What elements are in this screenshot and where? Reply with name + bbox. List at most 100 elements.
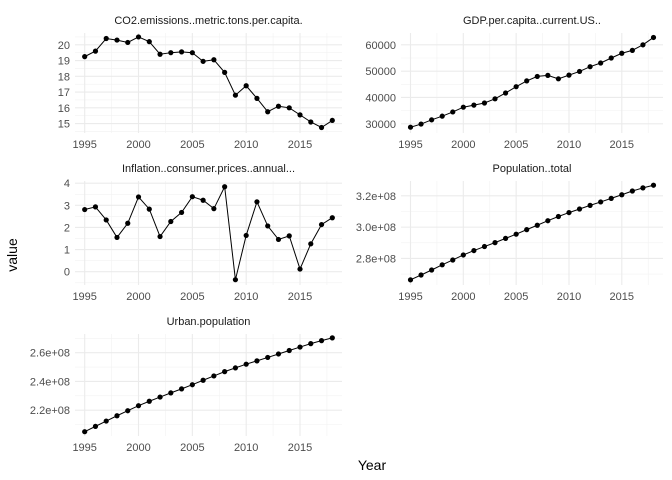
data-point	[178, 209, 185, 216]
data-point	[200, 197, 206, 203]
data-point	[222, 69, 228, 75]
data-point	[308, 241, 314, 247]
data-point	[407, 277, 414, 283]
data-point	[286, 105, 292, 111]
data-point	[211, 206, 217, 212]
data-point	[82, 54, 88, 60]
y-tick-label: 40000	[365, 92, 396, 104]
data-point	[157, 51, 163, 57]
y-tick-label: 2.6e+08	[30, 348, 70, 360]
y-tick-label: 19	[58, 56, 70, 68]
data-point	[513, 84, 519, 90]
data-point	[232, 277, 239, 283]
series-line	[410, 184, 654, 281]
data-point	[598, 199, 604, 205]
data-point	[211, 57, 217, 63]
x-tick-label: 2005	[504, 139, 528, 151]
data-point	[329, 215, 335, 221]
data-point	[254, 358, 260, 364]
data-point	[275, 236, 282, 243]
data-point	[82, 429, 88, 435]
data-point	[297, 344, 303, 350]
data-point	[598, 60, 604, 66]
data-point	[135, 34, 142, 40]
data-point	[265, 354, 271, 361]
panel-title: Inflation..consumer.prices..annual...	[122, 163, 295, 175]
panel-title: GDP.per.capita..current.US..	[463, 15, 601, 27]
x-tick-label: 2010	[557, 291, 581, 303]
data-point	[308, 341, 314, 347]
data-point	[650, 34, 657, 41]
data-point	[629, 188, 635, 194]
data-point	[318, 124, 325, 131]
data-point	[114, 234, 120, 241]
y-tick-label: 3.0e+08	[356, 222, 396, 234]
series-line	[84, 337, 333, 433]
x-axis-title: Year	[358, 457, 387, 473]
x-tick-label: 2015	[610, 139, 634, 151]
panel-title: Urban.population	[167, 316, 251, 328]
panel-4: 1995 2000 2005 2010 2015 2.8e+08 3.0e+08 3.2e+0…	[356, 163, 663, 303]
y-tick-label: 60000	[365, 40, 396, 52]
x-tick-label: 2000	[126, 139, 150, 151]
y-axis-title: value	[4, 238, 20, 272]
data-point	[254, 199, 260, 205]
x-tick-label: 1995	[72, 139, 96, 151]
data-point	[429, 267, 435, 273]
data-point	[502, 90, 509, 96]
data-point	[481, 243, 488, 250]
y-tick-label: 15	[58, 119, 70, 131]
data-point	[232, 92, 239, 98]
data-point	[103, 35, 109, 42]
y-tick-label: 20	[58, 40, 70, 52]
data-point	[178, 386, 185, 392]
data-point	[471, 102, 477, 108]
data-point	[146, 39, 152, 45]
y-tick-label: 30000	[365, 119, 396, 131]
x-tick-label: 2005	[180, 139, 204, 151]
data-point	[640, 185, 646, 191]
data-point	[125, 220, 131, 226]
data-point	[232, 365, 239, 371]
data-point	[439, 113, 445, 119]
y-tick-label: 50000	[365, 66, 396, 78]
data-point	[566, 72, 572, 78]
y-tick-label: 2	[64, 222, 70, 234]
data-point	[329, 335, 335, 341]
data-point	[587, 64, 593, 70]
data-point	[450, 109, 456, 115]
data-point	[418, 121, 424, 127]
data-point	[243, 83, 249, 89]
data-point	[265, 109, 271, 115]
data-point	[125, 39, 131, 46]
data-point	[103, 418, 109, 424]
data-point	[407, 124, 414, 130]
data-point	[275, 103, 282, 109]
x-tick-label: 2015	[288, 442, 312, 454]
data-point	[318, 221, 325, 228]
data-point	[308, 119, 314, 125]
data-point	[114, 413, 120, 419]
data-point	[211, 373, 217, 379]
data-point	[587, 202, 593, 208]
data-point	[189, 194, 195, 200]
data-point	[265, 223, 271, 229]
data-point	[318, 338, 325, 344]
x-tick-label: 2010	[234, 442, 258, 454]
x-tick-label: 2005	[504, 291, 528, 303]
x-tick-label: 1995	[398, 291, 422, 303]
data-point	[329, 117, 335, 124]
series-line	[410, 37, 654, 128]
panel-3: 1995 2000 2005 2010 2015 0 1 2 3 4 Inflation..cons…	[64, 163, 342, 303]
data-point	[608, 55, 614, 61]
data-point	[566, 209, 572, 216]
y-tick-label: 2.4e+08	[30, 376, 70, 388]
series-line	[84, 36, 333, 129]
data-point	[92, 423, 99, 429]
data-point	[576, 68, 583, 75]
data-point	[168, 50, 174, 56]
data-point	[135, 194, 142, 200]
data-point	[114, 37, 120, 43]
data-point	[168, 390, 174, 396]
